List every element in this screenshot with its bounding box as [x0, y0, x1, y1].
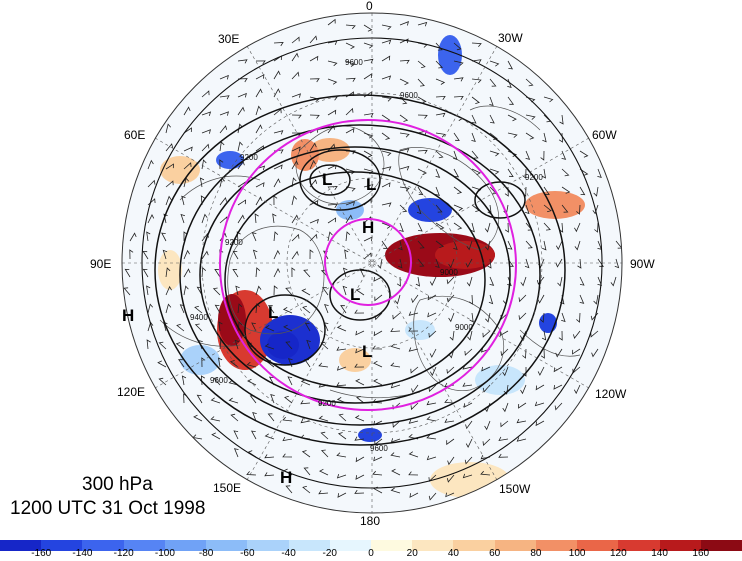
high-center-pacific: H — [280, 468, 293, 487]
contour-label: 9600 — [210, 376, 228, 385]
wind-barbs — [123, 18, 622, 501]
colorbar-swatch — [41, 540, 83, 551]
colorbar-tick-label: -160 — [31, 548, 52, 559]
lon-label-90w: 90W — [630, 257, 655, 271]
colorbar-tick-label: -140 — [72, 548, 93, 559]
colorbar-swatch — [329, 540, 371, 551]
contour-label: 9000 — [440, 268, 458, 277]
lon-label-120e: 120E — [117, 385, 146, 399]
colorbar-swatch — [412, 540, 454, 551]
magenta-reference-circles — [219, 119, 517, 411]
colorbar-tick-label: 40 — [447, 548, 459, 559]
lon-label-150w: 150W — [499, 482, 531, 496]
contour-label: 9200 — [525, 173, 543, 182]
colorbar-tick-label: 80 — [530, 548, 542, 559]
colorbar-tick-label: 140 — [651, 548, 668, 559]
valid-time-title: 1200 UTC 31 Oct 1998 — [10, 498, 206, 519]
graticule — [122, 13, 622, 513]
low-center-europe: L — [322, 170, 333, 189]
map-boundary — [121, 12, 623, 514]
low-center-scandinavia: L — [366, 175, 377, 194]
lon-label-150e: 150E — [213, 481, 242, 495]
colorbar-tick-label: -40 — [281, 548, 296, 559]
low-center-pole: L — [350, 285, 361, 304]
colorbar-swatch — [535, 540, 578, 551]
geopotential-height-contours — [141, 37, 603, 489]
colorbar-tick-label: -120 — [113, 548, 134, 559]
contour-label: 9400 — [190, 313, 208, 322]
colorbar-swatch — [288, 540, 330, 551]
contour-label: 9200 — [225, 238, 243, 247]
colorbar-swatch — [700, 540, 742, 551]
colorbar-swatch — [164, 540, 207, 551]
colorbar-swatch — [618, 540, 660, 551]
colorbar-tick-label: -20 — [322, 548, 337, 559]
contour-label: 9600 — [370, 444, 388, 453]
contour-label: 9200 — [318, 399, 336, 408]
colorbar — [0, 540, 742, 551]
colorbar-swatch — [82, 540, 124, 551]
lon-label-60e: 60E — [124, 128, 146, 142]
contour-label: 9600 — [345, 58, 363, 67]
contour-label: 9000 — [455, 323, 473, 332]
lon-label-180: 180 — [360, 514, 381, 528]
contour-label: 9200 — [240, 153, 258, 162]
colorbar-tick-label: 120 — [609, 548, 627, 559]
pressure-level-title: 300 hPa — [82, 474, 153, 495]
lon-label-30e: 30E — [218, 32, 240, 46]
map-disk — [122, 13, 622, 513]
colorbar-tick-label: 100 — [568, 548, 586, 559]
colorbar-swatch — [0, 540, 42, 551]
low-center-siberia: L — [268, 303, 279, 322]
colorbar-swatch — [370, 540, 413, 551]
colorbar-tick-label: 60 — [489, 548, 501, 559]
colorbar-tick-label: -80 — [198, 548, 214, 559]
colorbar-swatch — [494, 540, 536, 551]
lon-label-30w: 30W — [498, 31, 523, 45]
colorbar-tick-label: 0 — [368, 548, 374, 559]
colorbar-tick-label: -100 — [154, 548, 175, 559]
lon-label-90e: 90E — [90, 257, 112, 271]
lon-label-60w: 60W — [592, 128, 617, 142]
colorbar-swatch — [577, 540, 619, 551]
contour-labels: 9600 9600 9200 9200 9200 9000 9000 9400 9600 9200… — [190, 58, 543, 453]
colorbar-swatch — [659, 540, 701, 551]
lon-label-0: 0 — [366, 0, 373, 13]
high-center-arctic: H — [362, 218, 375, 237]
colorbar-swatch — [123, 540, 165, 551]
low-center-bering: L — [362, 342, 373, 361]
colorbar-swatch — [453, 540, 495, 551]
contour-label: 9600 — [400, 91, 418, 100]
colorbar-tick-label: -60 — [240, 548, 255, 559]
lon-label-120w: 120W — [595, 387, 627, 401]
colorbar-tick-label: 160 — [692, 548, 710, 559]
colorbar-tick-label: 20 — [406, 548, 418, 559]
colorbar-swatch — [206, 540, 248, 551]
colorbar-swatch — [247, 540, 289, 551]
high-center-west-margin: H — [122, 306, 135, 325]
